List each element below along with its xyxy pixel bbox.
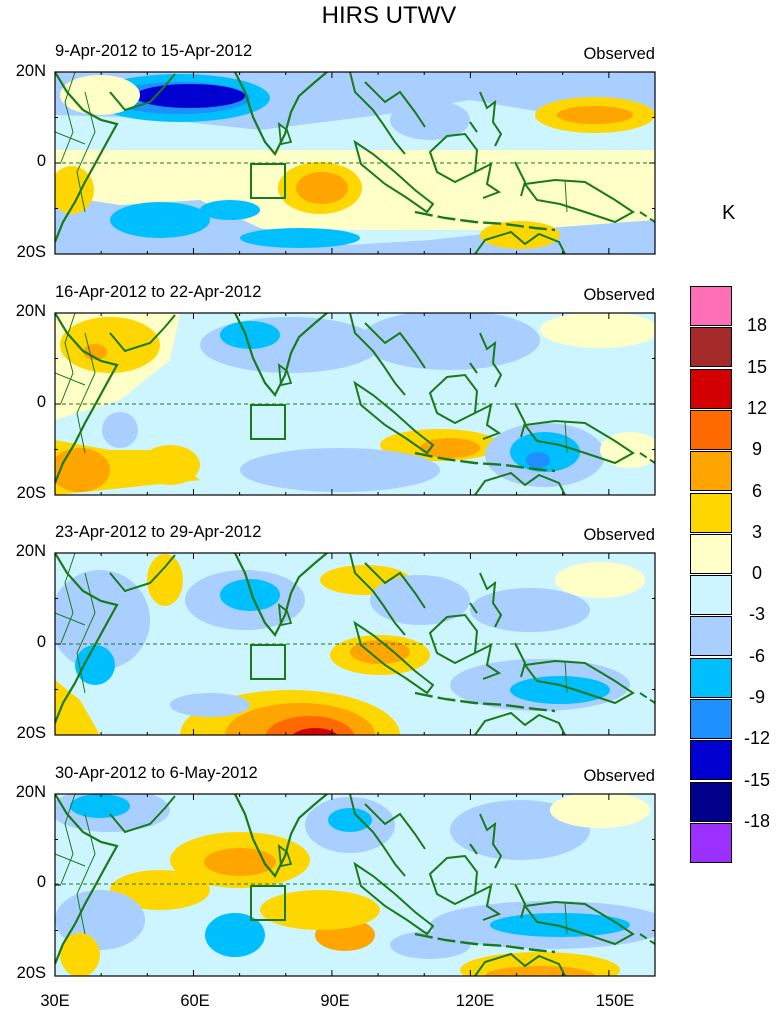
- p2-ytick-20s: 20S: [16, 484, 46, 502]
- colorbar-label: 9: [751, 439, 762, 460]
- panel-4-label: Observed: [583, 767, 655, 785]
- panel-2-label: Observed: [583, 286, 655, 304]
- colorbar-swatch: [690, 409, 732, 450]
- colorbar-swatch: [690, 451, 732, 492]
- panel-2-map: [55, 313, 655, 495]
- colorbar-label: -18: [743, 810, 770, 831]
- panel-3-label: Observed: [583, 526, 655, 544]
- panel-4-map: [55, 794, 655, 976]
- colorbar-swatch: [690, 822, 732, 863]
- colorbar-label: 6: [751, 480, 762, 501]
- colorbar-label: -9: [748, 687, 765, 707]
- p4-ytick-0: 0: [36, 873, 46, 891]
- colorbar-label: 12: [746, 397, 768, 418]
- p4-ytick-20n: 20N: [15, 783, 46, 801]
- colorbar-label: 3: [751, 521, 762, 542]
- xtick-150e: 150E: [595, 992, 635, 1010]
- colorbar-label: -12: [743, 728, 770, 749]
- colorbar-swatch: [690, 492, 732, 533]
- colorbar-label: 0: [751, 563, 762, 584]
- panel-1-label: Observed: [583, 45, 655, 63]
- colorbar-swatch: [690, 368, 732, 409]
- p1-ytick-20s: 20S: [16, 243, 46, 261]
- panel-4-title: 30-Apr-2012 to 6-May-2012: [55, 764, 258, 782]
- panel-1-title: 9-Apr-2012 to 15-Apr-2012: [55, 42, 253, 60]
- xtick-60e: 60E: [180, 992, 210, 1010]
- p1-ytick-20n: 20N: [15, 62, 46, 80]
- colorbar: [690, 286, 734, 866]
- xtick-30e: 30E: [40, 992, 70, 1010]
- panel-3-title: 23-Apr-2012 to 29-Apr-2012: [55, 523, 262, 541]
- p1-ytick-0: 0: [36, 152, 46, 170]
- xtick-120e: 120E: [455, 992, 495, 1010]
- colorbar-label: 18: [746, 315, 768, 336]
- p3-ytick-0: 0: [36, 633, 46, 651]
- panel-3-map: [55, 553, 655, 735]
- panel-1-map: [55, 72, 655, 254]
- colorbar-label: 15: [746, 356, 768, 377]
- colorbar-swatch: [690, 657, 732, 698]
- colorbar-label: -3: [748, 604, 765, 625]
- colorbar-label: -15: [743, 769, 770, 790]
- colorbar-unit: K: [722, 202, 736, 224]
- colorbar-swatch: [690, 575, 732, 616]
- axis-ticks: [54, 71, 656, 977]
- colorbar-swatch: [690, 533, 732, 574]
- colorbar-swatch: [690, 286, 732, 326]
- p3-ytick-20s: 20S: [16, 724, 46, 742]
- p2-ytick-0: 0: [36, 393, 46, 411]
- p4-ytick-20s: 20S: [16, 964, 46, 982]
- colorbar-swatch: [690, 699, 732, 739]
- colorbar-swatch: [690, 781, 732, 822]
- colorbar-label: -6: [748, 645, 765, 666]
- p3-ytick-20n: 20N: [15, 542, 46, 560]
- xtick-90e: 90E: [320, 992, 350, 1010]
- panel-2-title: 16-Apr-2012 to 22-Apr-2012: [55, 283, 262, 301]
- colorbar-swatch: [690, 740, 732, 781]
- colorbar-swatch: [690, 327, 732, 368]
- p2-ytick-20n: 20N: [15, 302, 46, 320]
- figure-title: HIRS UTWV: [321, 2, 457, 29]
- colorbar-swatch: [690, 616, 732, 657]
